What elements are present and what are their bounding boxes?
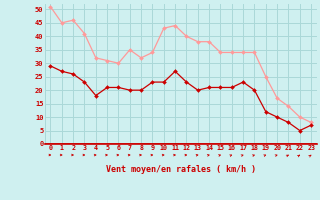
X-axis label: Vent moyen/en rafales ( km/h ): Vent moyen/en rafales ( km/h ) bbox=[106, 165, 256, 174]
